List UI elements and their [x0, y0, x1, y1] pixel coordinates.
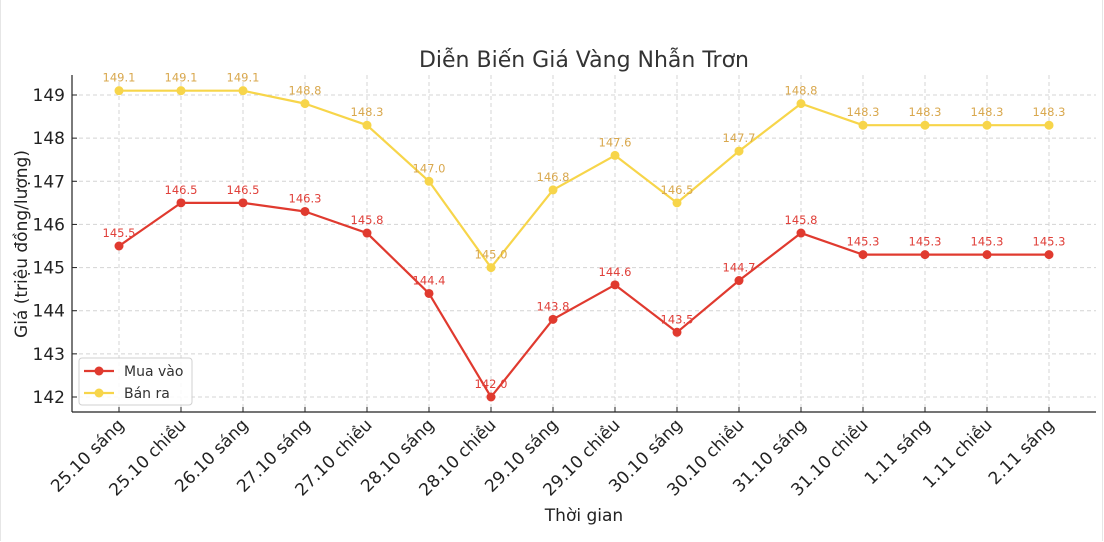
- data-point[interactable]: [858, 120, 868, 130]
- data-point[interactable]: [362, 228, 372, 238]
- data-point[interactable]: [920, 250, 930, 260]
- legend-item-label: Bán ra: [124, 386, 170, 402]
- data-label: 142.0: [475, 377, 508, 391]
- data-label: 146.5: [227, 183, 260, 197]
- data-label: 145.3: [847, 235, 880, 249]
- data-label: 145.3: [1033, 235, 1066, 249]
- data-point[interactable]: [734, 146, 744, 156]
- series-lines: 149.1 149.1 149.1 148.8 148.3 147.0 145.0 146.8…: [103, 71, 1066, 402]
- data-label: 148.3: [847, 105, 880, 119]
- data-label: 144.4: [413, 273, 446, 287]
- data-point[interactable]: [486, 392, 496, 402]
- data-label: 145.8: [351, 213, 384, 227]
- data-point[interactable]: [548, 314, 558, 324]
- data-label: 148.3: [971, 105, 1004, 119]
- data-point[interactable]: [982, 120, 992, 130]
- data-point[interactable]: [176, 86, 186, 96]
- data-label: 149.1: [103, 71, 136, 85]
- data-point[interactable]: [300, 206, 310, 216]
- data-point[interactable]: [548, 185, 558, 195]
- x-axis-label: Thời gian: [544, 506, 623, 526]
- data-label: 145.3: [971, 235, 1004, 249]
- data-point[interactable]: [176, 198, 186, 208]
- y-tick-label: 146: [33, 215, 65, 235]
- y-axis-label: Giá (triệu đồng/lượng): [11, 150, 32, 338]
- data-label: 143.8: [537, 299, 570, 313]
- data-point[interactable]: [114, 86, 124, 96]
- data-label: 145.0: [475, 248, 508, 262]
- data-point[interactable]: [300, 99, 310, 109]
- y-tick-label: 147: [33, 172, 65, 192]
- grid-lines: [72, 75, 1096, 412]
- data-label: 144.7: [723, 261, 756, 275]
- data-point[interactable]: [424, 288, 434, 298]
- data-label: 145.8: [785, 213, 818, 227]
- data-label: 148.8: [289, 84, 322, 98]
- data-point[interactable]: [858, 250, 868, 260]
- data-point[interactable]: [672, 198, 682, 208]
- legend: Mua vào Bán ra: [78, 357, 193, 406]
- data-label: 147.7: [723, 131, 756, 145]
- data-label: 148.8: [785, 84, 818, 98]
- data-point[interactable]: [920, 120, 930, 130]
- legend-item-label: Mua vào: [124, 364, 183, 380]
- data-point[interactable]: [362, 120, 372, 130]
- data-point[interactable]: [486, 263, 496, 273]
- data-point[interactable]: [796, 228, 806, 238]
- data-label: 148.3: [1033, 105, 1066, 119]
- data-label: 145.3: [909, 235, 942, 249]
- data-label: 144.6: [599, 265, 632, 279]
- data-label: 147.6: [599, 135, 632, 149]
- data-label: 149.1: [227, 71, 260, 85]
- series-bán-ra: 149.1 149.1 149.1 148.8 148.3 147.0 145.0 146.8…: [103, 71, 1066, 273]
- data-label: 146.3: [289, 191, 322, 205]
- y-tick-label: 148: [33, 129, 65, 149]
- axes: [71, 75, 1096, 413]
- data-point[interactable]: [610, 280, 620, 290]
- chart-title: Diễn Biến Giá Vàng Nhẫn Trơn: [419, 47, 749, 73]
- data-label: 148.3: [351, 105, 384, 119]
- data-label: 149.1: [165, 71, 198, 85]
- data-label: 145.5: [103, 226, 136, 240]
- data-label: 146.8: [537, 170, 570, 184]
- y-tick-label: 142: [33, 388, 65, 408]
- data-point[interactable]: [424, 176, 434, 186]
- y-axis-ticks: 142 143 144 145 146 147 148 149: [33, 86, 77, 408]
- data-point[interactable]: [672, 327, 682, 337]
- data-label: 146.5: [661, 183, 694, 197]
- data-point[interactable]: [1044, 120, 1054, 130]
- data-point[interactable]: [610, 150, 620, 160]
- data-label: 146.5: [165, 183, 198, 197]
- series-mua-vào: 145.5 146.5 146.5 146.3 145.8 144.4 142.0 143.8…: [103, 183, 1066, 402]
- data-label: 148.3: [909, 105, 942, 119]
- data-point[interactable]: [1044, 250, 1054, 260]
- y-tick-label: 149: [33, 86, 65, 106]
- data-point[interactable]: [238, 198, 248, 208]
- data-point[interactable]: [982, 250, 992, 260]
- data-label: 147.0: [413, 161, 446, 175]
- data-point[interactable]: [114, 241, 124, 251]
- data-point[interactable]: [238, 86, 248, 96]
- data-label: 143.5: [661, 312, 694, 326]
- x-tick-label: 2.11 sáng: [985, 415, 1059, 489]
- y-tick-label: 145: [33, 259, 65, 279]
- y-tick-label: 144: [33, 302, 65, 322]
- data-point[interactable]: [734, 276, 744, 286]
- y-tick-label: 143: [33, 345, 65, 365]
- data-point[interactable]: [796, 99, 806, 109]
